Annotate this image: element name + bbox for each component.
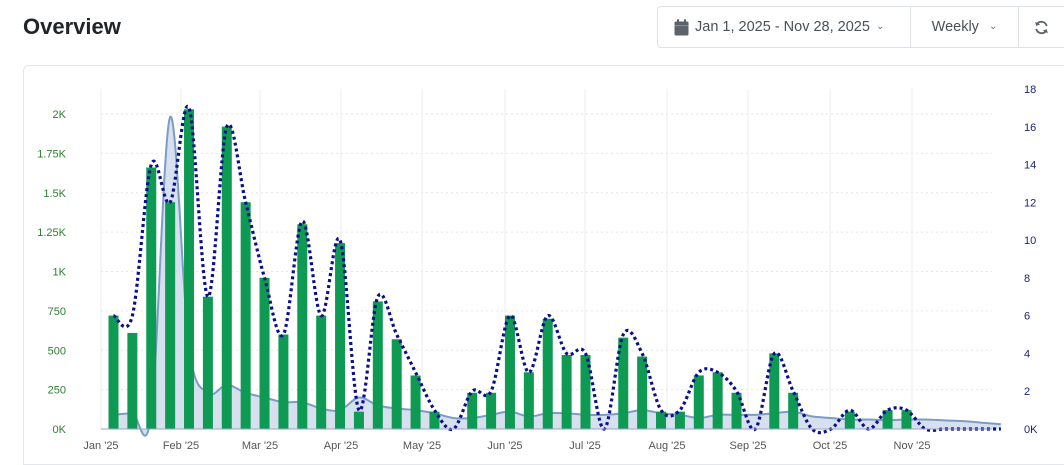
y-right-tick-label: 4: [1024, 348, 1030, 360]
bar[interactable]: [410, 375, 421, 429]
y-right-tick-label: 14: [1024, 160, 1036, 172]
bar[interactable]: [372, 301, 383, 429]
x-tick-label: Jun '25: [487, 440, 522, 452]
period-select[interactable]: Weekly ⌄: [911, 7, 1019, 47]
bar[interactable]: [693, 375, 704, 429]
x-tick-label: Sep '25: [730, 440, 767, 452]
bar[interactable]: [580, 354, 591, 429]
date-range-picker[interactable]: Jan 1, 2025 - Nov 28, 2025 ⌄: [658, 7, 911, 47]
y-left-tick-label: 1.75K: [37, 148, 66, 160]
bar[interactable]: [165, 202, 176, 429]
bar[interactable]: [353, 411, 364, 429]
y-left-tick-label: 500: [48, 345, 66, 357]
bar[interactable]: [712, 372, 723, 429]
chart-toolbar: Jan 1, 2025 - Nov 28, 2025 ⌄ Weekly ⌄: [657, 6, 1064, 48]
bar[interactable]: [108, 315, 119, 429]
x-tick-label: Mar '25: [242, 440, 278, 452]
x-tick-label: May '25: [403, 440, 441, 452]
bar[interactable]: [486, 392, 497, 429]
bar[interactable]: [127, 332, 138, 429]
y-left-tick-label: 0K: [53, 424, 67, 436]
refresh-icon: [1034, 20, 1049, 35]
y-right-tick-label: 2: [1024, 386, 1030, 398]
dotted-series-line: [112, 104, 1001, 435]
y-left-tick-label: 2K: [53, 109, 67, 121]
bar[interactable]: [429, 411, 440, 429]
y-left-tick-label: 750: [48, 306, 66, 318]
y-right-tick-label: 10: [1024, 235, 1036, 247]
y-left-tick-label: 1.25K: [37, 227, 66, 239]
bar[interactable]: [335, 243, 346, 429]
bar[interactable]: [467, 392, 478, 429]
y-right-tick-label: 12: [1024, 197, 1036, 209]
x-tick-label: Jul '25: [569, 440, 600, 452]
x-tick-label: Nov '25: [894, 440, 931, 452]
bar[interactable]: [316, 315, 327, 429]
bar[interactable]: [542, 318, 553, 429]
bar[interactable]: [901, 410, 912, 429]
bar[interactable]: [184, 109, 195, 430]
y-right-tick-label: 0K: [1024, 424, 1038, 436]
y-left-tick-label: 1K: [53, 267, 67, 279]
bar[interactable]: [523, 372, 534, 429]
bar[interactable]: [278, 334, 289, 430]
x-tick-label: Jan '25: [83, 440, 118, 452]
date-range-label: Jan 1, 2025 - Nov 28, 2025: [695, 19, 870, 35]
x-tick-label: Feb '25: [163, 440, 199, 452]
bar[interactable]: [561, 354, 572, 429]
bar[interactable]: [788, 392, 799, 429]
bar[interactable]: [240, 202, 251, 429]
y-right-tick-label: 16: [1024, 122, 1036, 134]
y-right-tick-label: 18: [1024, 84, 1036, 96]
bar[interactable]: [618, 337, 629, 429]
y-left-tick-label: 1.5K: [43, 188, 66, 200]
refresh-button[interactable]: [1019, 7, 1064, 47]
bar[interactable]: [769, 353, 780, 429]
page-title: Overview: [23, 14, 121, 39]
chevron-down-icon: ⌄: [875, 20, 885, 32]
bar[interactable]: [637, 356, 648, 429]
bar[interactable]: [844, 411, 855, 429]
chevron-down-icon: ⌄: [988, 20, 998, 32]
bar[interactable]: [882, 410, 893, 429]
bar[interactable]: [674, 411, 685, 429]
bar[interactable]: [391, 339, 402, 429]
calendar-icon: [674, 18, 689, 36]
bar[interactable]: [731, 392, 742, 429]
bar[interactable]: [202, 296, 213, 429]
y-right-tick-label: 6: [1024, 311, 1030, 323]
y-left-tick-label: 250: [48, 385, 66, 397]
area-series-fill: [113, 116, 1001, 436]
x-tick-label: Apr '25: [324, 440, 359, 452]
bar[interactable]: [221, 126, 232, 429]
bar[interactable]: [504, 315, 515, 429]
y-right-tick-label: 8: [1024, 273, 1030, 285]
bar[interactable]: [259, 277, 270, 429]
bar[interactable]: [146, 167, 157, 430]
bar[interactable]: [297, 224, 308, 429]
period-label: Weekly: [931, 19, 979, 35]
x-tick-label: Aug '25: [649, 440, 686, 452]
x-tick-label: Oct '25: [813, 440, 848, 452]
bar[interactable]: [656, 411, 667, 429]
